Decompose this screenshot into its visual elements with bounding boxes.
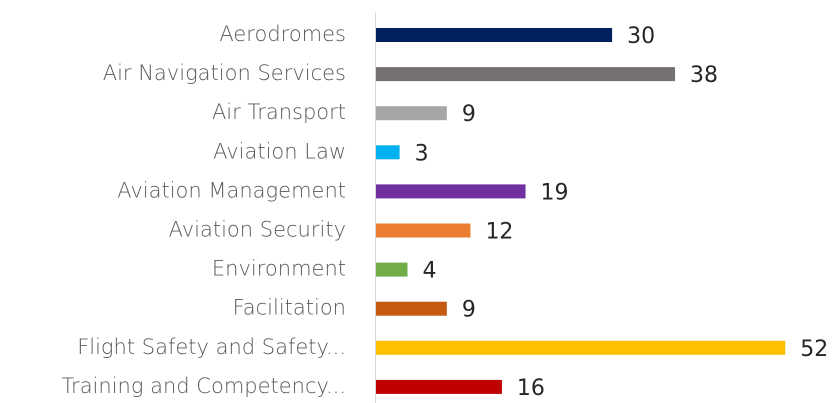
category-label: Aviation Management bbox=[117, 178, 346, 202]
bar bbox=[376, 145, 400, 160]
value-label: 9 bbox=[462, 102, 476, 127]
category-label: Training and Competency... bbox=[61, 374, 346, 398]
bar bbox=[376, 262, 408, 277]
bar bbox=[376, 106, 447, 121]
category-label: Flight Safety and Safety... bbox=[77, 335, 346, 359]
bar bbox=[376, 340, 786, 355]
value-label: 16 bbox=[517, 376, 545, 401]
category-label: Air Transport bbox=[212, 100, 346, 124]
bar bbox=[376, 67, 676, 82]
value-label: 30 bbox=[627, 24, 655, 49]
category-label: Aerodromes bbox=[219, 22, 346, 46]
category-label: Aviation Law bbox=[213, 139, 346, 163]
bar bbox=[376, 28, 613, 42]
value-label: 38 bbox=[690, 63, 718, 88]
bar bbox=[376, 301, 447, 316]
value-label: 52 bbox=[800, 337, 828, 362]
value-label: 4 bbox=[422, 259, 436, 284]
value-label: 19 bbox=[541, 180, 569, 205]
bar bbox=[376, 184, 526, 199]
value-label: 12 bbox=[485, 220, 513, 245]
category-label: Environment bbox=[212, 257, 346, 281]
bar bbox=[376, 223, 471, 238]
category-label: Aviation Security bbox=[169, 218, 346, 242]
category-label: Facilitation bbox=[233, 296, 346, 320]
bar bbox=[376, 379, 502, 394]
category-label: Air Navigation Services bbox=[103, 61, 346, 85]
value-label: 9 bbox=[462, 298, 476, 323]
value-label: 3 bbox=[415, 141, 429, 166]
